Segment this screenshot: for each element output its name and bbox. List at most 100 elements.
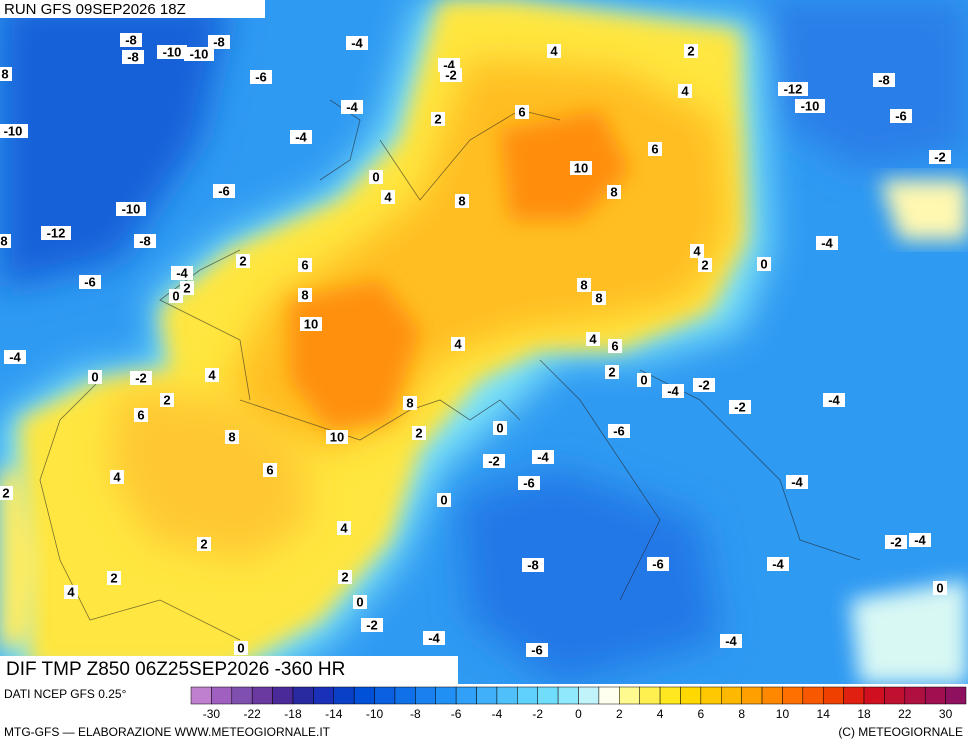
contour-label-bg (684, 44, 698, 58)
contour-label-bg (570, 161, 592, 175)
contour-label-bg (213, 184, 235, 198)
colorbar-box (578, 686, 600, 705)
colorbar-box (863, 686, 885, 705)
contour-label-bg (437, 493, 451, 507)
contour-label-bg (605, 365, 619, 379)
contour-label-bg (120, 33, 142, 47)
contour-label-bg (720, 634, 742, 648)
contour-label: -2 (366, 617, 378, 632)
colorbar-box (721, 686, 742, 705)
contour-label: -2 (890, 534, 902, 549)
contour-label: -4 (791, 474, 803, 489)
contour-label: 8 (595, 290, 602, 305)
contour-label: -4 (821, 235, 833, 250)
colorbar-box (313, 686, 335, 705)
contour-label: 2 (415, 425, 422, 440)
contour-label: 8 (228, 429, 235, 444)
colorbar-box (741, 686, 763, 705)
contour-label-bg (823, 393, 845, 407)
contour-label-bg (4, 350, 26, 364)
contour-label: 4 (208, 367, 216, 382)
contour-label-bg (493, 421, 507, 435)
contour-label: -4 (428, 630, 440, 645)
contour-label: 8 (0, 233, 7, 248)
coastlines (39, 99, 861, 641)
contour-label-bg (41, 226, 71, 240)
colorbar-box (435, 686, 457, 705)
contour-label: -6 (531, 642, 543, 657)
contour-label-bg (608, 424, 630, 438)
contour-label: 6 (611, 338, 618, 353)
colorbar-tick-label: -18 (284, 707, 302, 721)
colorbar-box (619, 686, 640, 705)
contour-label-bg (608, 339, 622, 353)
contour-label: 4 (67, 584, 75, 599)
contour-label-bg (169, 289, 183, 303)
colorbar-tick-label: 14 (817, 707, 831, 721)
contour-label: -4 (828, 392, 840, 407)
contour-label: 6 (651, 141, 658, 156)
contour-label: -12 (47, 225, 66, 240)
contour-label-bg (341, 100, 363, 114)
contour-label-bg (157, 45, 187, 59)
contour-label: -4 (725, 633, 737, 648)
contour-label: -10 (190, 46, 209, 61)
contour-label: 8 (580, 277, 587, 292)
contour-label: -6 (255, 69, 267, 84)
contour-label: 0 (91, 369, 98, 384)
contour-label-bg (236, 254, 250, 268)
contour-label-bg (729, 400, 751, 414)
contour-label-bg (816, 236, 838, 250)
contour-label-bg (690, 244, 704, 258)
data-source: DATI NCEP GFS 0.25° (4, 687, 127, 701)
contour-label-bg (885, 535, 907, 549)
contour-label: -6 (652, 556, 664, 571)
contour-label-bg (451, 337, 465, 351)
colorbar-tick-label: 8 (738, 707, 745, 721)
contour-label: 0 (640, 372, 647, 387)
contour-label: -4 (667, 383, 679, 398)
contour-label: 4 (113, 469, 121, 484)
contour-label-bg (522, 558, 544, 572)
contour-label-bg (607, 185, 621, 199)
contour-label-bg (592, 291, 606, 305)
contour-label-bg (300, 317, 322, 331)
contour-label-bg (234, 641, 248, 655)
caption-box (0, 656, 458, 684)
contour-label: -10 (801, 98, 820, 113)
colorbar-tick-label: 18 (857, 707, 871, 721)
contour-label-bg (637, 373, 651, 387)
contour-label: 8 (458, 193, 465, 208)
contour-label-bg (586, 332, 600, 346)
colorbar-tick-label: -2 (532, 707, 543, 721)
contour-label-bg (0, 486, 13, 500)
colorbar-tick-label: 30 (939, 707, 953, 721)
contour-label-bg (180, 281, 194, 295)
contour-label-bg (440, 68, 462, 82)
contour-label-bg (648, 142, 662, 156)
contour-label: 0 (440, 492, 447, 507)
contour-label: -2 (698, 377, 710, 392)
contour-label: -8 (527, 557, 539, 572)
colorbar-box (190, 686, 212, 705)
contour-label: 6 (301, 257, 308, 272)
contour-label: -6 (895, 108, 907, 123)
contour-label-bg (483, 454, 505, 468)
contour-label-bg (767, 557, 789, 571)
contour-label-bg (64, 585, 78, 599)
contour-label-bg (130, 371, 152, 385)
contour-label: 2 (110, 570, 117, 585)
colorbar-box (231, 686, 253, 705)
colorbar-box (761, 686, 783, 705)
colorbar-tick-label: -30 (203, 707, 221, 721)
contour-label-bg (403, 396, 417, 410)
contour-label-bg (693, 378, 715, 392)
map-field (0, 0, 968, 684)
contour-label-bg (263, 463, 277, 477)
contour-label-bg (160, 393, 174, 407)
contour-label: 10 (574, 160, 588, 175)
contour-label: -2 (135, 370, 147, 385)
contour-label: 0 (760, 256, 767, 271)
contour-label: -10 (163, 44, 182, 59)
contour-label: 10 (330, 429, 344, 444)
